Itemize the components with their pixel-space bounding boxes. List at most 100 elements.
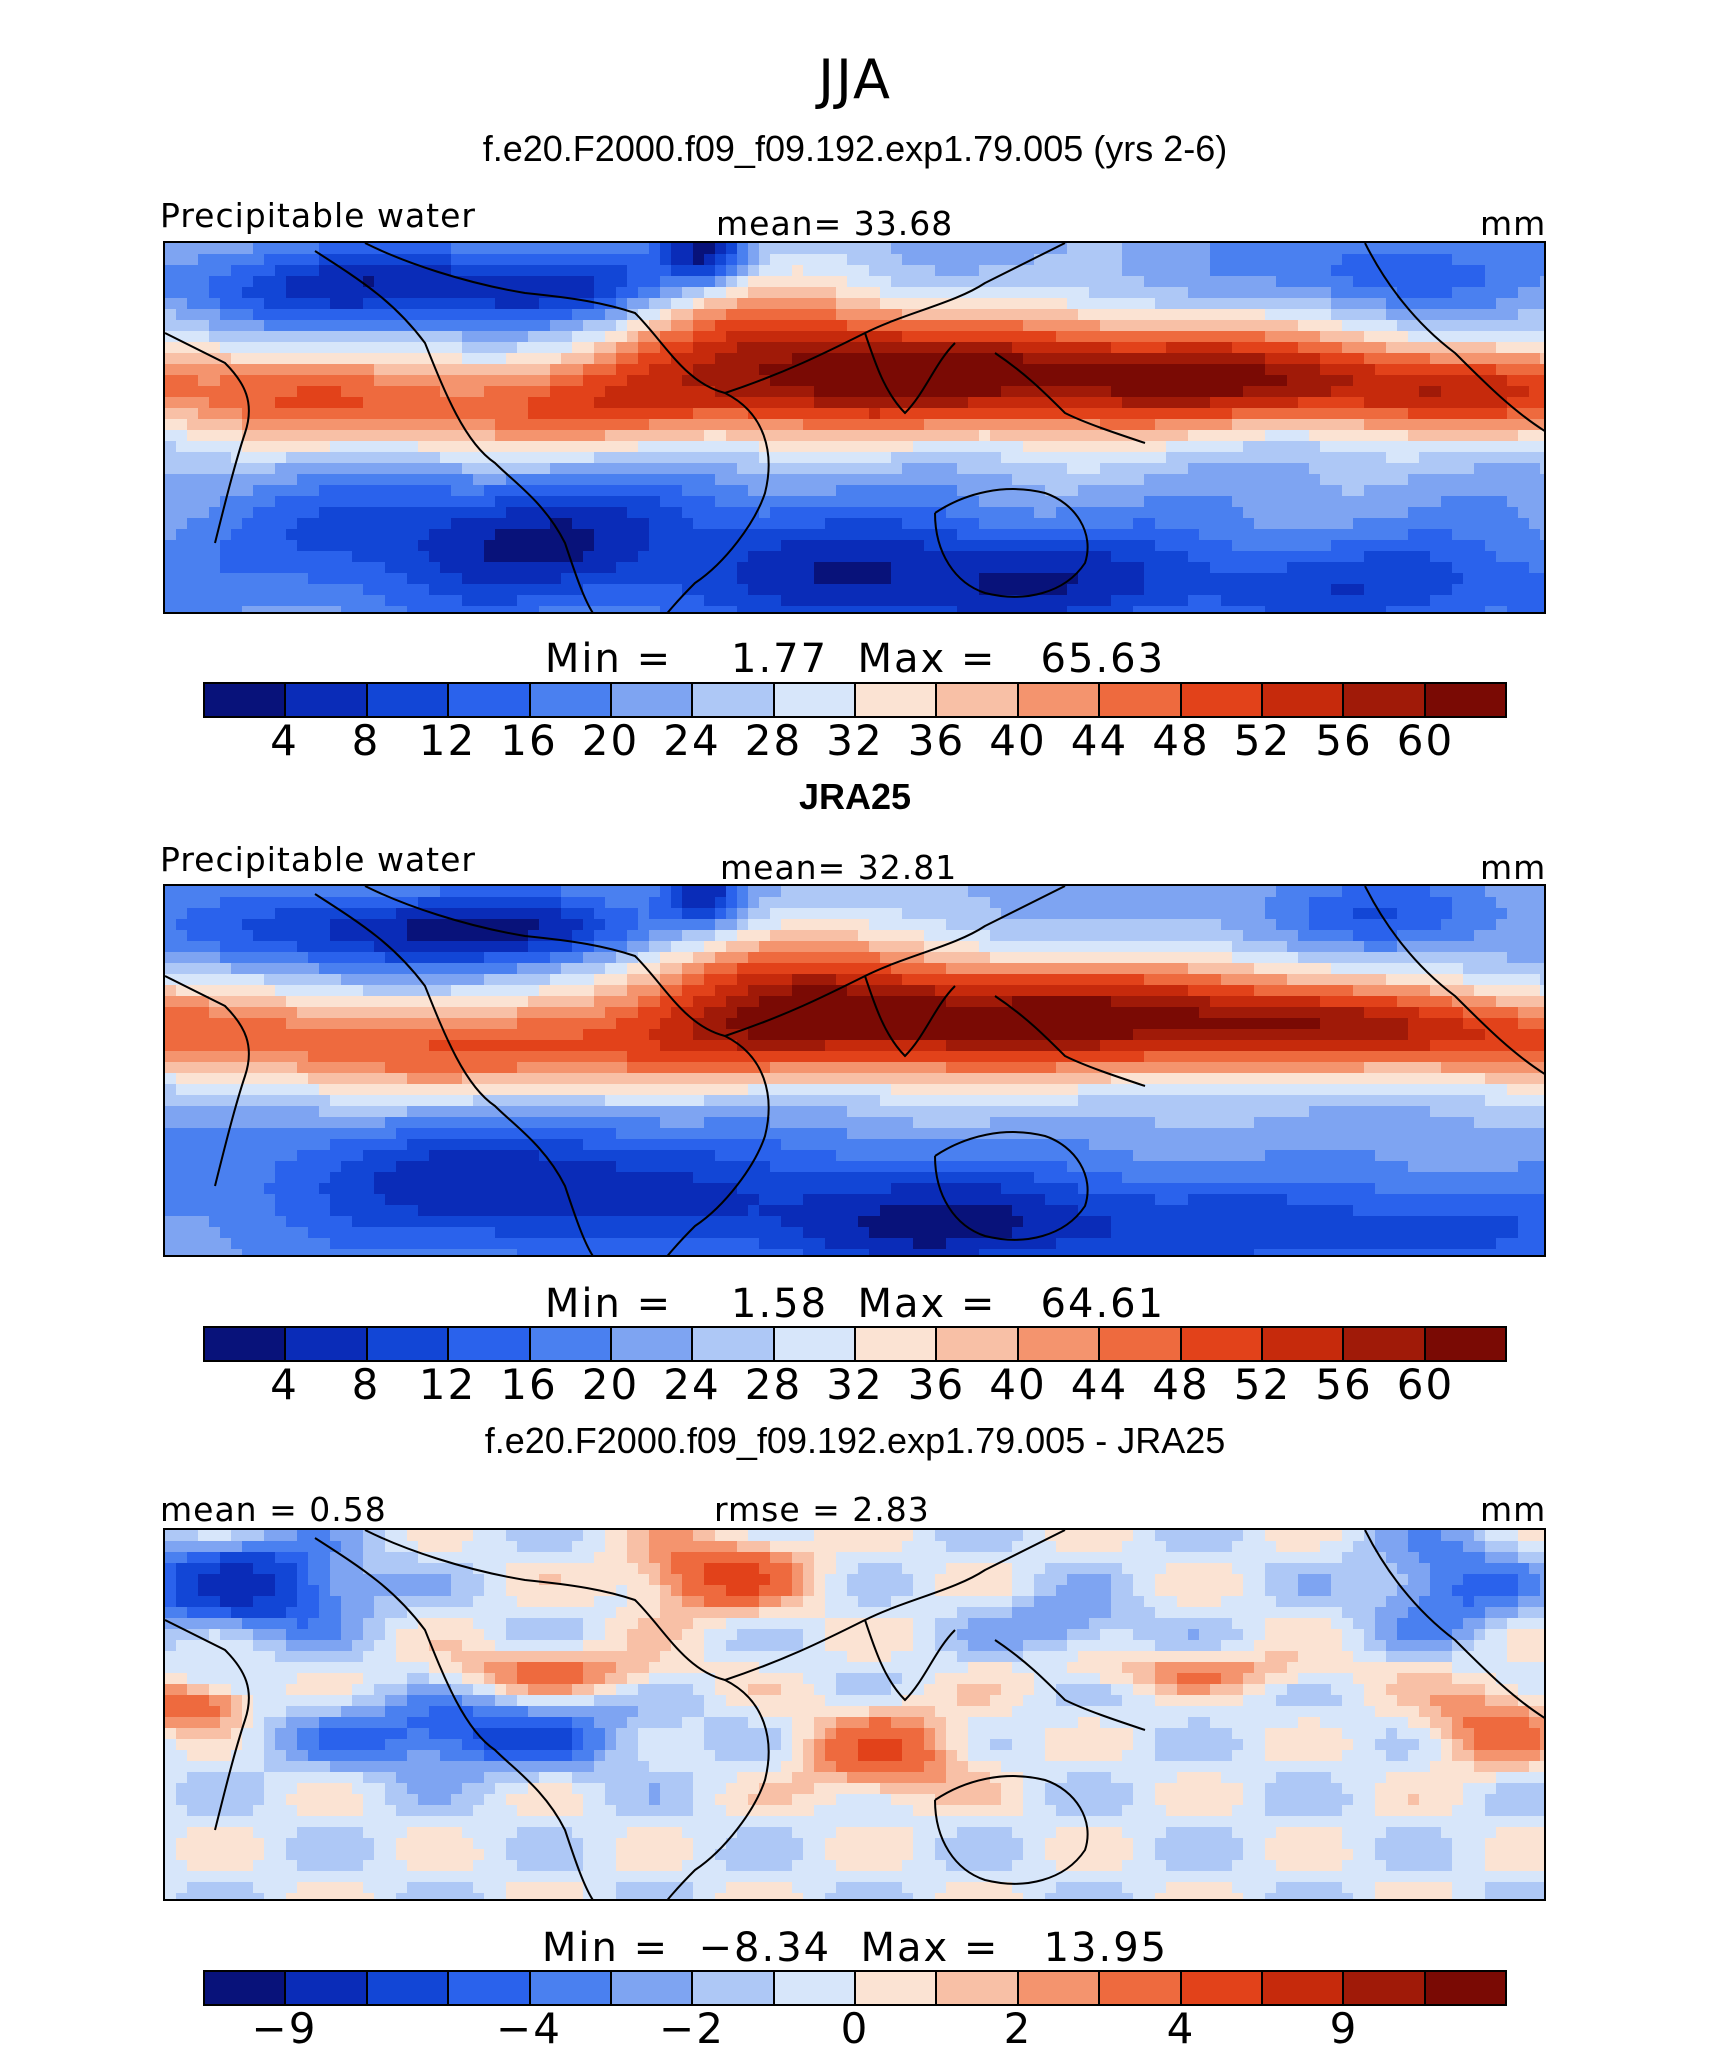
colorbar-swatch xyxy=(693,1328,775,1360)
colorbar-swatch xyxy=(1181,1972,1263,2004)
colorbar-swatch xyxy=(1425,1328,1505,1360)
panel-2-minmax: Min = 1.58 Max = 64.61 xyxy=(544,1281,1166,1327)
panel-1-minmax: Min = 1.77 Max = 65.63 xyxy=(544,636,1166,682)
panel-3-map xyxy=(163,1528,1546,1901)
panel-2-units-label: mm xyxy=(1480,848,1547,887)
colorbar-tick-label: 20 xyxy=(581,1360,640,1409)
colorbar-swatch xyxy=(693,684,775,716)
colorbar-tick-label: 36 xyxy=(907,1360,966,1409)
colorbar-swatch xyxy=(1100,1972,1182,2004)
colorbar-swatch xyxy=(1344,1328,1426,1360)
colorbar-tick-label: 4 xyxy=(270,1360,299,1409)
panel-1-mean-label: mean= 33.68 xyxy=(716,204,954,243)
panel-3-minmax: Min = −8.34 Max = 13.95 xyxy=(541,1925,1169,1971)
colorbar-swatch xyxy=(205,684,287,716)
coastline xyxy=(994,352,1146,444)
colorbar-tick-label: 8 xyxy=(351,1360,381,1409)
coastline xyxy=(165,332,250,544)
coastline xyxy=(934,488,1089,598)
panel-3-rmse-label: rmse = 2.83 xyxy=(714,1490,930,1529)
colorbar-tick-label: 44 xyxy=(1070,1360,1129,1409)
coastline xyxy=(364,886,770,1255)
field-cells xyxy=(165,1530,1544,1899)
coastline xyxy=(165,1619,250,1831)
colorbar-tick-label: 24 xyxy=(663,1360,721,1409)
coastline xyxy=(724,886,1066,1037)
colorbar-tick-label: 16 xyxy=(500,1360,558,1409)
panel-1-map xyxy=(163,241,1546,614)
panel-2-title: JRA25 xyxy=(798,776,912,817)
colorbar-swatch xyxy=(367,1328,450,1360)
colorbar-tick-label: 48 xyxy=(1152,1360,1210,1409)
colorbar-swatch xyxy=(1018,1972,1101,2004)
field-cells xyxy=(165,886,1544,1255)
coastline xyxy=(165,975,250,1187)
colorbar-swatch xyxy=(367,684,450,716)
colorbar-swatch xyxy=(286,1328,368,1360)
colorbar-swatch xyxy=(856,1328,938,1360)
coastline xyxy=(1364,1530,1544,1719)
panel-1-colorbar xyxy=(203,682,1507,718)
coastline xyxy=(994,1639,1146,1731)
colorbar-swatch xyxy=(530,684,612,716)
colorbar-tick-label: 36 xyxy=(907,716,966,765)
coastline xyxy=(364,1530,770,1899)
colorbar-swatch xyxy=(449,684,531,716)
panel-2-map xyxy=(163,884,1546,1257)
colorbar-tick-label: 56 xyxy=(1315,1360,1373,1409)
panel-3-mean-label: mean = 0.58 xyxy=(160,1490,387,1529)
colorbar-swatch xyxy=(1344,684,1426,716)
colorbar-tick-label: 32 xyxy=(826,716,884,765)
colorbar-tick-label: 2 xyxy=(1003,2004,1033,2053)
colorbar-tick-label: 20 xyxy=(581,716,640,765)
colorbar-swatch xyxy=(937,684,1019,716)
colorbar-tick-label: 28 xyxy=(744,1360,803,1409)
colorbar-swatch xyxy=(1344,1972,1426,2004)
colorbar-swatch xyxy=(1100,1328,1182,1360)
colorbar-tick-label: 9 xyxy=(1329,2004,1359,2053)
coastline xyxy=(314,1537,594,1899)
coastline xyxy=(364,243,770,612)
colorbar-tick-label: 52 xyxy=(1233,1360,1292,1409)
colorbar-tick-label: 8 xyxy=(351,716,381,765)
panel-3-units-label: mm xyxy=(1480,1490,1547,1529)
colorbar-swatch xyxy=(1262,1972,1345,2004)
panel-3-title: f.e20.F2000.f09_f09.192.exp1.79.005 - JR… xyxy=(484,1420,1226,1461)
colorbar-swatch xyxy=(774,1328,856,1360)
colorbar-tick-label: 52 xyxy=(1233,716,1292,765)
coastline xyxy=(1364,886,1544,1075)
colorbar-swatch xyxy=(1262,1328,1345,1360)
coastline xyxy=(314,893,594,1255)
colorbar-swatch xyxy=(1262,684,1345,716)
coastline xyxy=(314,250,594,612)
panel-2-colorbar xyxy=(203,1326,1507,1362)
colorbar-tick-label: −4 xyxy=(496,2004,562,2053)
colorbar-swatch xyxy=(286,684,368,716)
coastline xyxy=(724,243,1066,394)
colorbar-swatch xyxy=(286,1972,368,2004)
colorbar-tick-label: 24 xyxy=(663,716,721,765)
colorbar-tick-label: 12 xyxy=(418,716,477,765)
colorbar-swatch xyxy=(774,1972,856,2004)
colorbar-tick-label: 4 xyxy=(270,716,299,765)
coastline xyxy=(1364,243,1544,432)
colorbar-swatch xyxy=(449,1328,531,1360)
colorbar-tick-label: 60 xyxy=(1396,1360,1455,1409)
panel-1-title: f.e20.F2000.f09_f09.192.exp1.79.005 (yrs… xyxy=(482,128,1228,169)
colorbar-swatch xyxy=(693,1972,775,2004)
colorbar-swatch xyxy=(1181,1328,1263,1360)
colorbar-swatch xyxy=(1181,684,1263,716)
coastline xyxy=(864,1619,956,1702)
colorbar-tick-label: −9 xyxy=(251,2004,318,2053)
panel-1-units-label: mm xyxy=(1480,204,1547,243)
colorbar-tick-label: 32 xyxy=(826,1360,884,1409)
colorbar-tick-label: 48 xyxy=(1152,716,1210,765)
colorbar-tick-label: 40 xyxy=(989,716,1047,765)
colorbar-swatch xyxy=(205,1328,287,1360)
colorbar-tick-label: 16 xyxy=(500,716,558,765)
colorbar-swatch xyxy=(856,684,938,716)
panel-1-colorbar-ticks: 4 8 12 16 20 24 28 32 36 40 44 48 52 56 60 xyxy=(203,716,1507,766)
colorbar-tick-label: 28 xyxy=(744,716,803,765)
season-title: JJA xyxy=(818,48,892,111)
colorbar-swatch xyxy=(937,1972,1019,2004)
